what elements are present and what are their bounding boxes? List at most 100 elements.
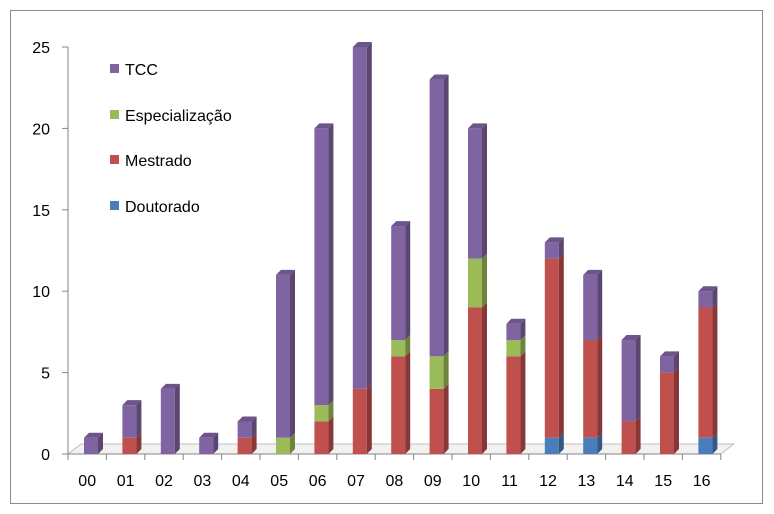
bar-segment (621, 335, 641, 422)
bar-front (698, 307, 713, 438)
bar-top (237, 416, 257, 422)
bar-side (443, 351, 449, 389)
bar-front (698, 437, 713, 454)
bar-top (84, 432, 103, 438)
x-tick-label: 05 (270, 473, 288, 490)
y-tick-label: 5 (41, 366, 50, 383)
bar-front (621, 340, 636, 422)
bar-front (660, 356, 674, 373)
bar-segment (391, 335, 411, 357)
bar-segment (660, 367, 679, 454)
x-tick-label: 08 (386, 473, 404, 490)
bar-side (674, 367, 679, 454)
x-tick-label: 12 (539, 473, 557, 490)
bar-segment (468, 302, 487, 454)
bar-front (84, 437, 98, 454)
x-tick-label: 10 (462, 473, 480, 490)
x-tick-label: 03 (194, 473, 212, 490)
bar-segment (352, 383, 372, 454)
bar-side (366, 42, 372, 389)
bar-side (520, 335, 526, 357)
y-tick-label: 10 (32, 284, 50, 301)
bar-front (314, 128, 329, 406)
bar-segment (660, 351, 679, 373)
y-tick-label: 25 (32, 40, 50, 57)
bar-side (328, 416, 334, 454)
bar-front (544, 258, 559, 438)
bar-front (429, 356, 444, 389)
bar-segment (276, 432, 295, 454)
bar-side (635, 416, 641, 454)
bar-segment (429, 74, 449, 357)
legend-swatch (110, 110, 119, 119)
bar-side (98, 432, 103, 454)
bar-segment (698, 432, 718, 454)
bar-segment (84, 432, 103, 454)
bar-side (328, 123, 334, 406)
bar-segment (352, 42, 372, 389)
bar-segment (160, 383, 180, 454)
bar-front (583, 437, 598, 454)
bar-side (674, 351, 679, 373)
bar-front (429, 79, 444, 357)
bar-side (213, 432, 219, 454)
legend-label: Mestrado (125, 153, 192, 170)
legend-label: TCC (125, 62, 158, 79)
bar-side (712, 302, 718, 438)
bar-front (544, 242, 559, 259)
legend: TCC Especialização Mestrado Doutorado (110, 62, 232, 216)
bar-side (136, 400, 142, 438)
x-tick-label: 14 (616, 473, 634, 490)
bar-side (174, 383, 180, 454)
x-tick-label: 07 (347, 473, 365, 490)
bar-segment (237, 432, 257, 454)
x-tick-label: 02 (155, 473, 173, 490)
bar-front (506, 323, 521, 341)
bar-top (314, 123, 334, 129)
legend-item: TCC (110, 62, 158, 79)
bar-segment (468, 253, 487, 308)
bar-side (597, 335, 603, 438)
bar-front (199, 437, 214, 454)
x-tick-labels: 00 01 02 03 04 05 06 07 08 09 10 11 12 13 14 15 16 (78, 473, 710, 490)
bar-segment (276, 269, 295, 438)
y-tick-label: 0 (41, 447, 50, 464)
bar-segment (698, 286, 718, 308)
bar-top (544, 237, 564, 243)
bar-side (290, 269, 295, 438)
bar-side (520, 351, 526, 454)
legend-item: Doutorado (110, 199, 200, 216)
bar-front (660, 372, 674, 454)
bar-front (429, 388, 444, 454)
bar-side (482, 302, 487, 454)
bar-side (558, 253, 564, 438)
bar-top (160, 383, 180, 389)
legend-item: Especialização (110, 108, 232, 125)
bar-side (251, 416, 257, 438)
bar-front (698, 291, 713, 308)
bar-segment (621, 416, 641, 454)
bar-front (391, 356, 406, 454)
bar-segment (429, 383, 449, 454)
bar-side (136, 432, 142, 454)
legend-label: Especialização (125, 108, 232, 125)
x-tick-label: 06 (309, 473, 327, 490)
bar-front (276, 437, 290, 454)
x-tick-label: 00 (78, 473, 96, 490)
bar-top (391, 221, 411, 227)
bar-side (558, 237, 564, 259)
y-tick-labels: 0 5 10 15 20 25 (32, 40, 50, 464)
bar-side (405, 335, 411, 357)
bar-segment (122, 432, 142, 454)
bar-side (405, 221, 411, 341)
bar-segment (583, 335, 603, 438)
bar-side (520, 318, 526, 341)
bar-segment (506, 335, 526, 357)
bar-top (429, 74, 449, 80)
bar-top (199, 432, 219, 438)
bar-side (251, 432, 257, 454)
bar-front (352, 388, 367, 454)
bar-segment (544, 432, 564, 454)
bar-top (621, 335, 641, 341)
bar-side (635, 335, 641, 422)
